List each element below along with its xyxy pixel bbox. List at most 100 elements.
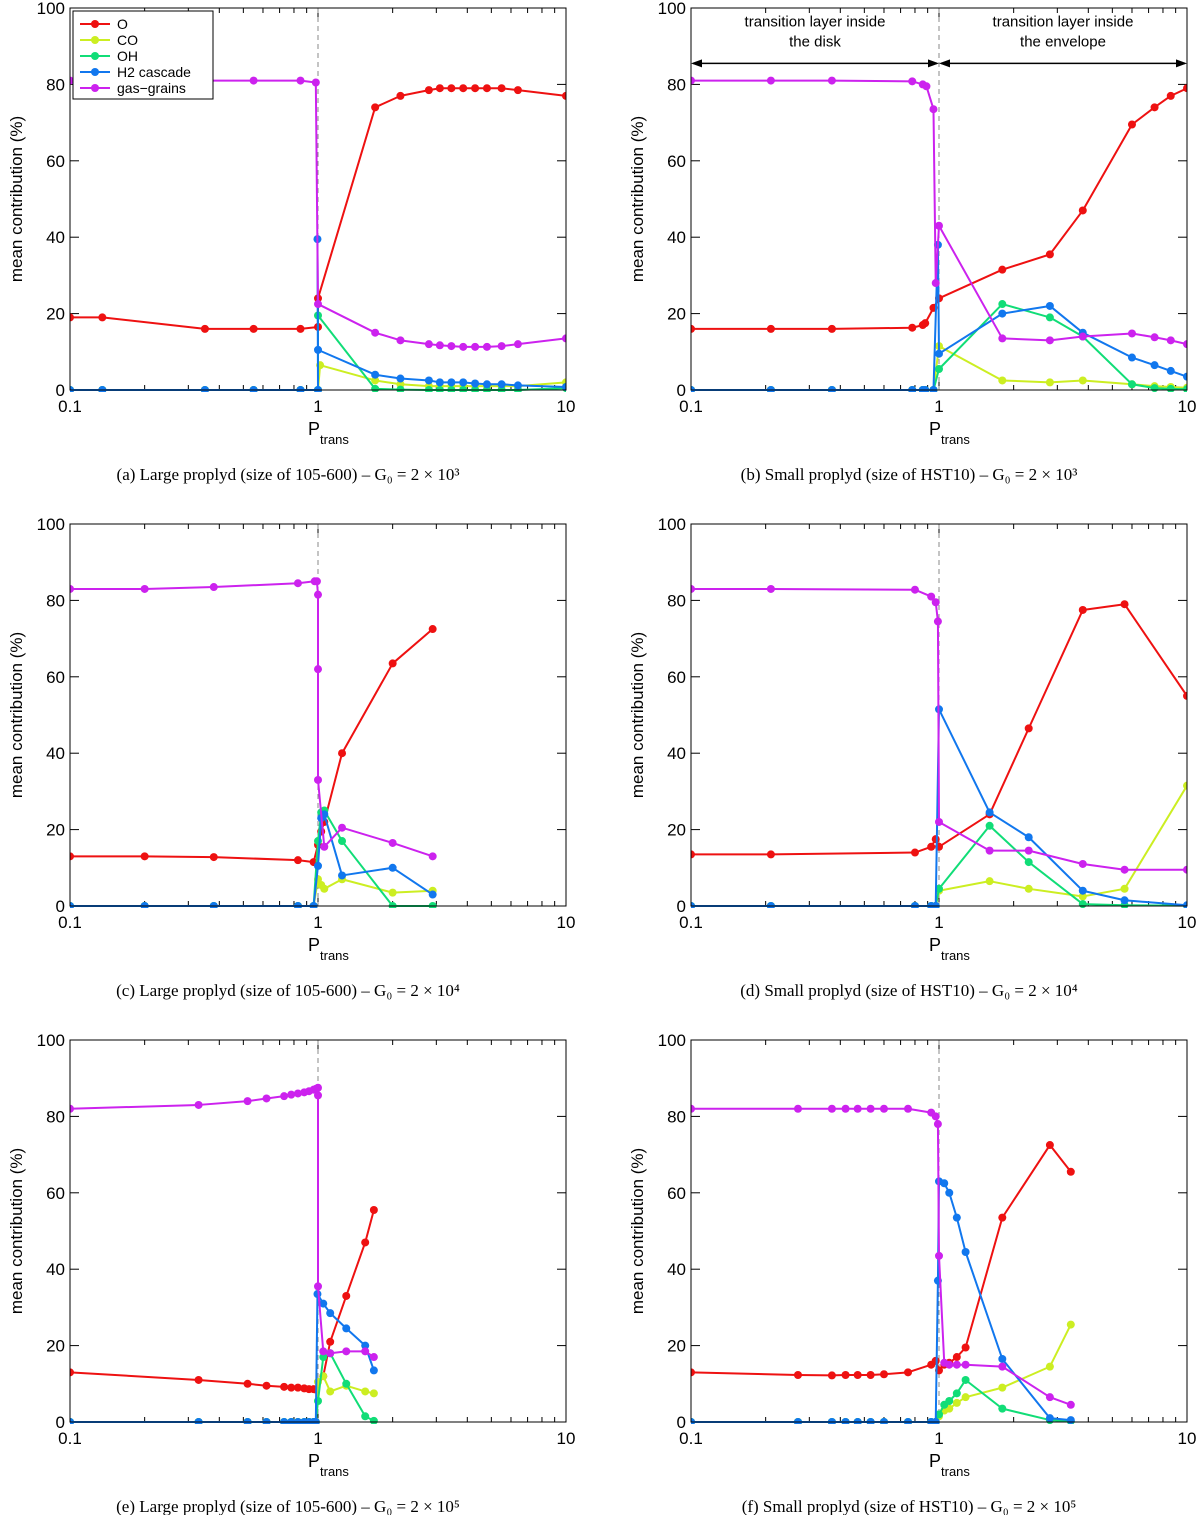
data-point: [1045, 378, 1054, 387]
series-gas-grains: [70, 1083, 378, 1362]
data-point: [998, 376, 1007, 385]
data-point: [262, 1418, 271, 1424]
data-point: [1120, 884, 1129, 893]
data-point: [1166, 91, 1175, 100]
data-point: [1045, 1414, 1054, 1423]
data-point: [952, 1360, 961, 1369]
data-point: [985, 821, 994, 830]
y-axis-label: mean contribution (%): [628, 1148, 647, 1314]
data-point: [1078, 206, 1087, 215]
data-point: [793, 1104, 802, 1113]
data-point: [194, 1418, 203, 1424]
data-point: [1024, 858, 1033, 867]
data-point: [361, 1347, 370, 1356]
data-point: [320, 842, 329, 851]
data-point: [459, 342, 468, 351]
data-point: [879, 1418, 888, 1424]
data-point: [691, 324, 695, 333]
data-point: [866, 1418, 875, 1424]
data-point: [766, 386, 775, 392]
data-point: [908, 323, 917, 332]
data-point: [1150, 384, 1159, 392]
axes-frame: [69, 523, 567, 907]
data-point: [388, 902, 397, 908]
data-point: [326, 1349, 335, 1358]
series-o: [691, 600, 1187, 859]
data-point: [424, 376, 433, 385]
data-point: [342, 1379, 351, 1388]
data-point: [396, 91, 405, 100]
data-point: [879, 1370, 888, 1379]
y-tick-label: 60: [46, 668, 65, 687]
data-point: [1078, 332, 1087, 341]
data-point: [1066, 1320, 1075, 1329]
data-point: [853, 1104, 862, 1113]
data-point: [70, 386, 74, 392]
data-point: [249, 76, 258, 85]
data-point: [866, 1371, 875, 1380]
data-point: [1183, 340, 1187, 349]
x-tick-label: 10: [557, 1429, 576, 1448]
data-point: [1078, 859, 1087, 868]
y-tick-label: 40: [46, 1260, 65, 1279]
legend-label: CO: [117, 32, 138, 48]
data-point: [361, 1238, 370, 1247]
data-point: [998, 334, 1007, 343]
data-point: [243, 1379, 252, 1388]
data-point: [998, 309, 1007, 318]
data-point: [931, 1418, 940, 1424]
data-point: [424, 386, 433, 392]
x-axis-label-subscript: trans: [320, 948, 349, 963]
series-gas-grains: [70, 577, 437, 861]
data-point: [998, 1404, 1007, 1413]
data-point: [319, 1299, 328, 1308]
data-point: [296, 76, 305, 85]
y-tick-label: 40: [46, 228, 65, 247]
data-point: [369, 1353, 378, 1362]
data-point: [879, 1104, 888, 1113]
data-point: [70, 313, 74, 322]
data-point: [70, 1368, 74, 1377]
data-point: [459, 378, 468, 387]
axes-frame: [69, 1039, 567, 1423]
figure-caption: (f) Small proplyd (size of HST10) – G₀ =…: [742, 1497, 1077, 1515]
data-point: [827, 324, 836, 333]
x-axis-label: P: [929, 1451, 941, 1471]
data-point: [459, 84, 468, 93]
data-point: [388, 659, 397, 668]
data-point: [342, 1347, 351, 1356]
y-tick-label: 20: [46, 821, 65, 840]
data-point: [935, 364, 943, 373]
data-point: [396, 336, 405, 345]
data-point: [1078, 900, 1087, 908]
data-point: [371, 376, 380, 385]
figure-caption: (a) Large proplyd (size of 105-600) – G₀…: [117, 465, 460, 484]
data-point: [929, 386, 938, 392]
legend-marker: [91, 52, 99, 60]
data-point: [1150, 103, 1159, 112]
data-point: [314, 1083, 322, 1092]
data-point: [314, 1282, 322, 1291]
data-point: [249, 324, 258, 333]
data-point: [562, 334, 566, 343]
data-point: [361, 1387, 370, 1396]
data-point: [841, 1104, 850, 1113]
data-point: [827, 1418, 836, 1424]
data-point: [985, 846, 994, 855]
data-point: [945, 1188, 954, 1197]
y-tick-label: 80: [46, 1107, 65, 1126]
data-point: [194, 1100, 203, 1109]
data-point: [388, 888, 397, 897]
data-point: [931, 835, 940, 844]
data-point: [961, 1248, 970, 1257]
data-point: [447, 378, 456, 387]
data-point: [766, 76, 775, 85]
y-tick-label: 100: [658, 1031, 686, 1050]
data-point: [931, 598, 940, 607]
data-point: [435, 386, 444, 392]
data-point: [388, 863, 397, 872]
